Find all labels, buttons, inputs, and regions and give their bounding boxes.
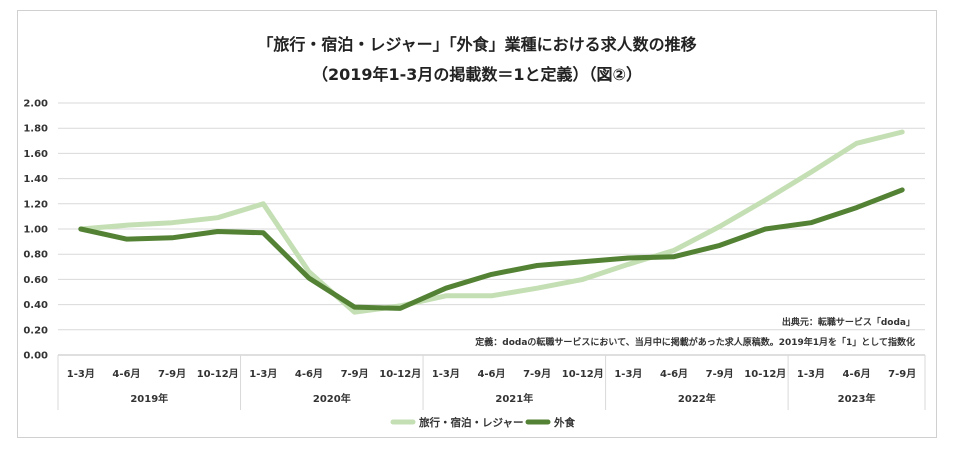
x-tick-label: 4-6月 <box>295 368 323 380</box>
x-tick-label: 4-6月 <box>843 368 871 380</box>
y-tick-label: 2.00 <box>23 99 48 110</box>
x-tick-label: 4-6月 <box>660 368 688 380</box>
y-tick-label: 1.80 <box>23 124 48 135</box>
y-tick-label: 0.00 <box>23 351 48 362</box>
y-tick-label: 1.60 <box>23 149 48 160</box>
chart-frame <box>17 10 937 438</box>
gridlines <box>58 102 925 356</box>
y-tick-label: 0.40 <box>23 300 48 311</box>
year-label: 2019年 <box>130 392 168 405</box>
x-tick-label: 10-12月 <box>744 368 786 380</box>
x-axis: 1-3月 4-6月 7-9月 10-12月 1-3月 4-6月 7-9月 10-12月 1-3月… <box>57 355 926 410</box>
x-tick-label: 4-6月 <box>477 368 505 380</box>
y-axis-ticks: 0.00 0.20 0.40 0.60 0.80 1.00 1.20 1.40 1.60 1.80… <box>23 99 48 362</box>
x-tick-label: 1-3月 <box>67 368 95 380</box>
legend: 旅行・宿泊・レジャー 外食 <box>390 416 575 429</box>
x-tick-label: 7-9月 <box>341 368 369 380</box>
year-label: 2021年 <box>495 392 533 405</box>
y-tick-label: 0.60 <box>23 275 48 286</box>
legend-label: 外食 <box>553 416 575 429</box>
x-tick-label: 1-3月 <box>614 368 642 380</box>
chart-title: 「旅行・宿泊・レジャー」「外食」業種における求人数の推移 <box>257 35 696 54</box>
x-tick-label: 1-3月 <box>797 368 825 380</box>
x-tick-label: 1-3月 <box>249 368 277 380</box>
series-line-1 <box>78 129 905 315</box>
year-label: 2023年 <box>838 392 876 405</box>
y-tick-label: 1.20 <box>23 199 48 210</box>
series-lines <box>78 129 905 315</box>
x-tick-label: 7-9月 <box>706 368 734 380</box>
x-tick-label: 10-12月 <box>379 368 421 380</box>
x-tick-label: 7-9月 <box>158 368 186 380</box>
x-tick-label: 7-9月 <box>523 368 551 380</box>
source-note: 出典元：転職サービス「doda」 <box>782 316 915 328</box>
chart-subtitle: （2019年1-3月の掲載数＝1と定義）（図②） <box>312 65 642 84</box>
x-tick-label: 7-9月 <box>888 368 916 380</box>
y-tick-label: 0.20 <box>23 325 48 336</box>
year-label: 2022年 <box>678 392 716 405</box>
year-label: 2020年 <box>313 392 351 405</box>
y-tick-label: 0.80 <box>23 250 48 261</box>
legend-label: 旅行・宿泊・レジャー <box>419 416 523 429</box>
x-tick-label: 4-6月 <box>112 368 140 380</box>
y-tick-label: 1.40 <box>23 174 48 185</box>
y-tick-label: 1.00 <box>23 225 48 236</box>
definition-note: 定義：dodaの転職サービスにおいて、当月中に掲載があった求人原稿数。2019年… <box>474 336 915 348</box>
x-tick-label: 1-3月 <box>432 368 460 380</box>
series-line-2 <box>78 187 905 311</box>
x-tick-label: 10-12月 <box>197 368 239 380</box>
x-tick-label: 10-12月 <box>562 368 604 380</box>
